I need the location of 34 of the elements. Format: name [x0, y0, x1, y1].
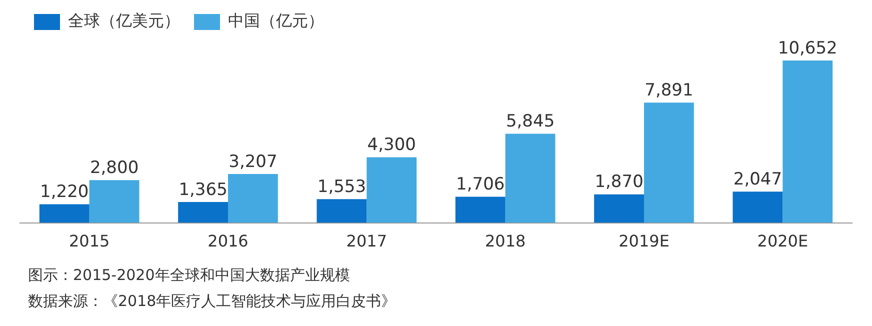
bar: [644, 102, 694, 223]
bar: [455, 196, 506, 223]
text: 图示：2015-2020年全球和中国大数据产业规模: [28, 265, 351, 286]
data-label: 1,706: [456, 174, 505, 195]
source-note: 数据来源：《2018年医疗人工智能技术与应用白皮书》: [28, 291, 396, 312]
bar: [89, 180, 140, 223]
bar: [782, 60, 833, 223]
data-label: 5,845: [506, 112, 555, 132]
bar: [594, 194, 644, 223]
bar: [316, 199, 367, 223]
bar: [39, 204, 90, 223]
bar: [178, 202, 228, 223]
data-label: 10,652: [778, 38, 838, 58]
data-label: 2,800: [90, 158, 139, 178]
x-tick-label: 2017: [346, 232, 388, 251]
x-tick-label: 2020E: [757, 232, 808, 251]
bar: [505, 134, 556, 223]
data-label: 2,047: [733, 170, 782, 190]
data-label: 1,553: [317, 177, 366, 198]
x-tick-label: 2018: [484, 232, 526, 251]
data-label: 1,220: [40, 182, 89, 202]
data-label: 7,891: [644, 80, 694, 101]
bar: [732, 192, 783, 223]
data-label: 4,300: [367, 135, 416, 156]
legend-label: 全球（亿美元）: [68, 11, 180, 30]
data-label: 1,365: [178, 180, 228, 200]
x-tick-label: 2016: [208, 232, 248, 251]
bar: [366, 157, 417, 223]
data-label: 1,870: [594, 172, 644, 192]
legend-label: 中国（亿元）: [228, 11, 324, 30]
bar: [228, 174, 278, 223]
data-label: 3,207: [228, 152, 278, 172]
x-tick-label: 2019E: [618, 232, 670, 251]
x-tick-label: 2015: [68, 232, 110, 251]
